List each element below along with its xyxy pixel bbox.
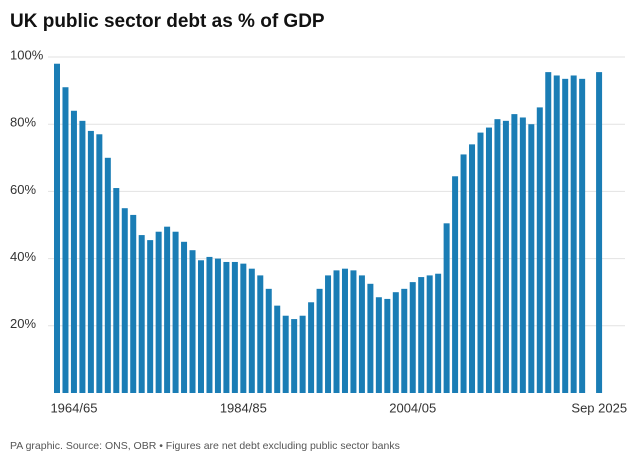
- x-tick-label: Sep 2025: [571, 400, 627, 415]
- bar: [155, 231, 162, 393]
- bar: [452, 176, 459, 393]
- bar: [553, 75, 560, 393]
- bar: [443, 223, 450, 393]
- bar: [477, 132, 484, 393]
- bar: [172, 231, 179, 393]
- bar: [341, 268, 348, 393]
- bar: [248, 268, 255, 393]
- bar: [257, 275, 264, 393]
- bar: [325, 275, 332, 393]
- bar: [206, 256, 213, 393]
- x-tick-label: 2004/05: [389, 400, 436, 415]
- footnote: PA graphic. Source: ONS, OBR • Figures a…: [10, 440, 400, 452]
- bar: [299, 315, 306, 393]
- bar: [274, 305, 281, 393]
- bar: [70, 110, 77, 393]
- bar: [181, 241, 188, 393]
- bar: [223, 261, 230, 393]
- bar: [596, 72, 603, 394]
- y-tick-label: 20%: [10, 316, 36, 331]
- bar: [96, 134, 103, 393]
- bar: [87, 130, 94, 394]
- bar: [214, 258, 221, 393]
- bar: [130, 214, 137, 393]
- bar: [138, 235, 145, 393]
- x-tick-label: 1984/85: [220, 400, 267, 415]
- bar: [409, 282, 416, 393]
- y-tick-label: 60%: [10, 182, 36, 197]
- bar: [54, 63, 60, 393]
- bar: [426, 275, 433, 393]
- bar: [358, 275, 365, 393]
- bar: [333, 270, 340, 393]
- bar: [485, 127, 492, 393]
- bar: [121, 208, 128, 393]
- bar: [240, 263, 247, 393]
- bar: [164, 226, 171, 393]
- bar: [536, 107, 543, 394]
- chart-title: UK public sector debt as % of GDP: [10, 11, 325, 32]
- y-tick-label: 100%: [10, 47, 44, 62]
- bar: [528, 124, 535, 393]
- bar: [350, 270, 357, 393]
- bar: [197, 260, 204, 393]
- bar: [570, 75, 577, 393]
- bar: [189, 250, 196, 393]
- bar: [401, 288, 408, 393]
- bar: [519, 117, 526, 393]
- bar: [562, 78, 569, 393]
- bar: [62, 87, 69, 394]
- bar: [104, 157, 111, 393]
- bar: [375, 297, 382, 393]
- bar: [579, 78, 586, 393]
- bar: [511, 114, 518, 394]
- bar: [147, 240, 154, 393]
- bar: [79, 120, 86, 393]
- bar: [494, 119, 501, 393]
- bar: [291, 319, 298, 393]
- bar: [265, 288, 272, 393]
- bar: [502, 120, 509, 393]
- bar: [460, 154, 467, 393]
- bar: [316, 288, 323, 393]
- x-tick-label: 1964/65: [50, 400, 97, 415]
- y-tick-label: 40%: [10, 249, 36, 264]
- bar: [113, 188, 120, 393]
- bar: [545, 72, 552, 394]
- bar: [418, 277, 425, 393]
- bar: [367, 283, 374, 393]
- bar: [231, 261, 238, 393]
- bar: [384, 298, 391, 393]
- bar: [308, 302, 315, 393]
- bar: [282, 315, 289, 393]
- bar: [392, 292, 399, 393]
- y-tick-label: 80%: [10, 115, 36, 130]
- bar: [469, 144, 476, 393]
- bar: [435, 273, 442, 393]
